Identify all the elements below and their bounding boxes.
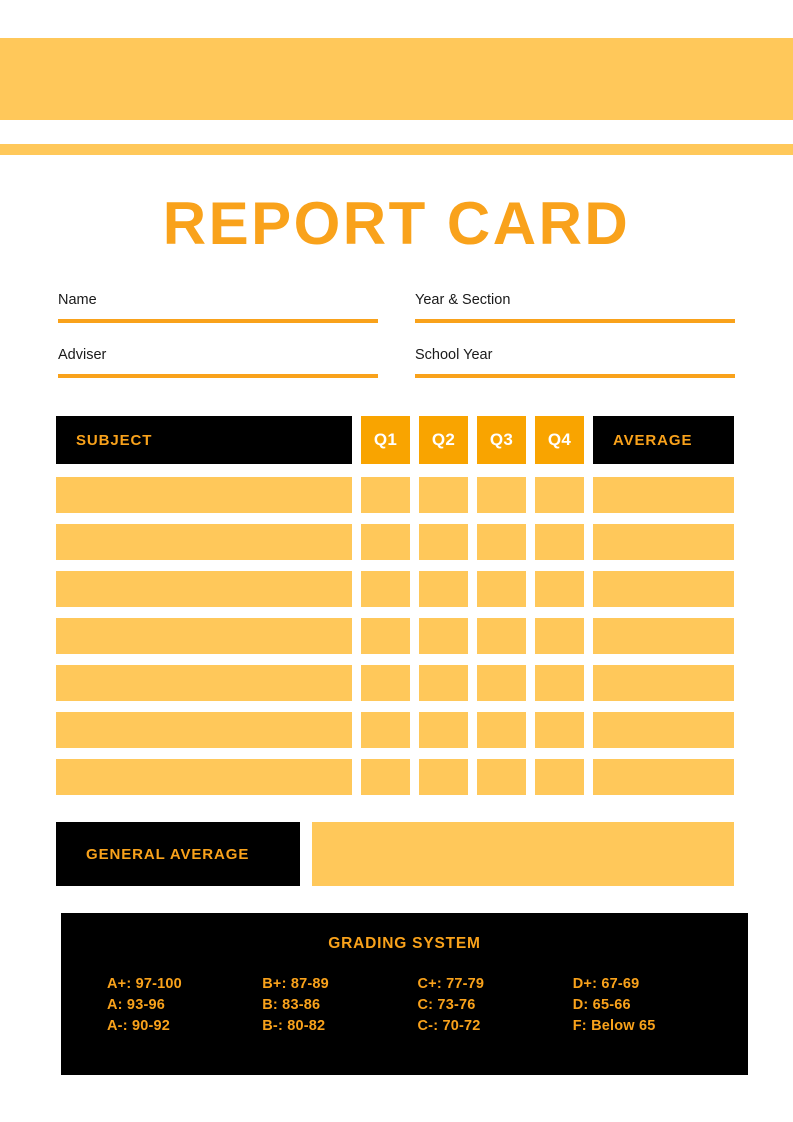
field-name-label: Name <box>58 292 97 308</box>
grading-item: C: 73-76 <box>417 997 476 1013</box>
field-year-section-underline <box>415 319 735 323</box>
page-title: REPORT CARD <box>162 190 631 257</box>
table-row <box>56 477 734 513</box>
general-average-value[interactable] <box>312 822 734 886</box>
cell-average[interactable] <box>593 524 734 560</box>
cell-q3[interactable] <box>477 477 526 513</box>
cell-q1[interactable] <box>361 759 410 795</box>
cell-q4[interactable] <box>535 665 584 701</box>
cell-average[interactable] <box>593 571 734 607</box>
cell-q3[interactable] <box>477 759 526 795</box>
grading-item: A+: 97-100 <box>107 976 182 992</box>
top-banner-thick <box>0 38 793 120</box>
cell-q1[interactable] <box>361 477 410 513</box>
field-name-underline <box>58 319 378 323</box>
cell-q2[interactable] <box>419 759 468 795</box>
header-average: AVERAGE <box>593 416 734 464</box>
grading-system-columns: A+: 97-100 A: 93-96 A-: 90-92 B+: 87-89 … <box>61 974 748 1037</box>
cell-average[interactable] <box>593 477 734 513</box>
cell-q3[interactable] <box>477 712 526 748</box>
field-year-section[interactable]: Year & Section <box>415 290 735 323</box>
field-adviser[interactable]: Adviser <box>58 345 378 378</box>
general-average-label: GENERAL AVERAGE <box>56 822 300 886</box>
cell-q1[interactable] <box>361 618 410 654</box>
table-row <box>56 712 734 748</box>
cell-q1[interactable] <box>361 571 410 607</box>
table-row <box>56 571 734 607</box>
grading-item: A: 93-96 <box>107 997 166 1013</box>
cell-subject[interactable] <box>56 618 352 654</box>
cell-subject[interactable] <box>56 759 352 795</box>
header-q2: Q2 <box>419 416 468 464</box>
cell-q4[interactable] <box>535 524 584 560</box>
cell-average[interactable] <box>593 665 734 701</box>
field-adviser-underline <box>58 374 378 378</box>
field-name[interactable]: Name <box>58 290 378 323</box>
cell-q1[interactable] <box>361 665 410 701</box>
cell-q1[interactable] <box>361 712 410 748</box>
form-row-1: Name Year & Section <box>58 290 735 323</box>
table-row <box>56 759 734 795</box>
cell-q2[interactable] <box>419 477 468 513</box>
cell-average[interactable] <box>593 618 734 654</box>
grading-column-a: A+: 97-100 A: 93-96 A-: 90-92 <box>107 974 262 1037</box>
grading-system-panel: GRADING SYSTEM A+: 97-100 A: 93-96 A-: 9… <box>61 913 748 1075</box>
cell-q4[interactable] <box>535 759 584 795</box>
grading-item: C+: 77-79 <box>417 976 485 992</box>
top-banner-thin <box>0 144 793 155</box>
grading-column-d: D+: 67-69 D: 65-66 F: Below 65 <box>573 974 728 1037</box>
header-q4: Q4 <box>535 416 584 464</box>
grading-item: B: 83-86 <box>262 997 321 1013</box>
field-adviser-label: Adviser <box>58 347 107 363</box>
field-school-year-label: School Year <box>415 347 493 363</box>
general-average-section: GENERAL AVERAGE <box>56 822 734 886</box>
grading-item: D+: 67-69 <box>572 976 640 992</box>
cell-q3[interactable] <box>477 618 526 654</box>
cell-q1[interactable] <box>361 524 410 560</box>
cell-average[interactable] <box>593 759 734 795</box>
table-row <box>56 524 734 560</box>
cell-q2[interactable] <box>419 524 468 560</box>
cell-q2[interactable] <box>419 665 468 701</box>
cell-q2[interactable] <box>419 618 468 654</box>
cell-subject[interactable] <box>56 712 352 748</box>
cell-subject[interactable] <box>56 665 352 701</box>
grading-column-c: C+: 77-79 C: 73-76 C-: 70-72 <box>418 974 573 1037</box>
field-school-year-underline <box>415 374 735 378</box>
grading-system-title: GRADING SYSTEM <box>328 935 481 952</box>
cell-subject[interactable] <box>56 571 352 607</box>
cell-q4[interactable] <box>535 712 584 748</box>
cell-subject[interactable] <box>56 477 352 513</box>
header-q3: Q3 <box>477 416 526 464</box>
student-info-form: Name Year & Section Adviser School Year <box>58 290 735 400</box>
form-row-2: Adviser School Year <box>58 345 735 378</box>
table-header-row: SUBJECT Q1 Q2 Q3 Q4 AVERAGE <box>56 416 734 464</box>
cell-q4[interactable] <box>535 571 584 607</box>
grading-item: B-: 80-82 <box>262 1018 326 1034</box>
field-year-section-label: Year & Section <box>415 292 511 308</box>
cell-q3[interactable] <box>477 665 526 701</box>
cell-q4[interactable] <box>535 618 584 654</box>
header-subject: SUBJECT <box>56 416 352 464</box>
grading-column-b: B+: 87-89 B: 83-86 B-: 80-82 <box>262 974 417 1037</box>
cell-average[interactable] <box>593 712 734 748</box>
cell-q2[interactable] <box>419 712 468 748</box>
grading-item: F: Below 65 <box>572 1018 656 1034</box>
grading-item: C-: 70-72 <box>417 1018 481 1034</box>
grading-item: D: 65-66 <box>572 997 631 1013</box>
cell-q2[interactable] <box>419 571 468 607</box>
field-school-year[interactable]: School Year <box>415 345 735 378</box>
cell-q3[interactable] <box>477 524 526 560</box>
cell-q4[interactable] <box>535 477 584 513</box>
cell-q3[interactable] <box>477 571 526 607</box>
header-q1: Q1 <box>361 416 410 464</box>
cell-subject[interactable] <box>56 524 352 560</box>
table-row <box>56 665 734 701</box>
grades-table: SUBJECT Q1 Q2 Q3 Q4 AVERAGE <box>56 416 734 806</box>
table-row <box>56 618 734 654</box>
grading-item: A-: 90-92 <box>107 1018 171 1034</box>
grading-item: B+: 87-89 <box>262 976 329 992</box>
